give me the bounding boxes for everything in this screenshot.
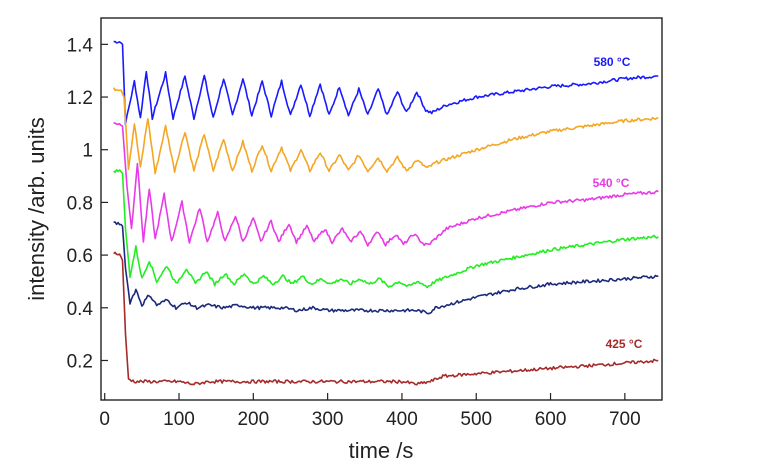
series-line	[113, 122, 659, 247]
plot-frame	[100, 17, 663, 401]
x-tick-label: 500	[460, 409, 492, 430]
series-labels: 580 °C 540 °C 425 °C	[593, 55, 643, 351]
y-tick-label: 0.2	[67, 351, 93, 372]
x-tick-label: 400	[386, 409, 418, 430]
y-tick-label: 0.4	[67, 299, 94, 320]
y-axis-title: intensity /arb. units	[24, 117, 49, 300]
series-lines	[112, 40, 659, 386]
x-axis-title: time /s	[349, 438, 414, 463]
series-line	[112, 87, 659, 175]
y-axis: 0.2 0.4 0.6 0.8 1 1.2 1.4	[67, 35, 108, 372]
series-label: 425 °C	[606, 337, 643, 351]
x-tick-label: 100	[163, 409, 195, 430]
series-line	[113, 251, 659, 386]
y-tick-label: 0.8	[67, 193, 93, 214]
series-line	[113, 40, 659, 126]
y-tick-label: 1.2	[67, 88, 93, 109]
series-label: 580 °C	[594, 55, 631, 69]
series-line	[113, 221, 659, 315]
x-tick-label: 0	[99, 409, 110, 430]
y-tick-label: 1.4	[67, 35, 94, 56]
x-tick-label: 600	[535, 409, 567, 430]
series-label: 540 °C	[593, 176, 630, 190]
x-tick-label: 300	[312, 409, 344, 430]
series-line	[113, 169, 659, 289]
y-tick-label: 1	[82, 141, 93, 162]
x-axis: 0 100 200 300 400 500 600 700	[99, 393, 641, 430]
x-tick-label: 700	[609, 409, 641, 430]
x-tick-label: 200	[237, 409, 269, 430]
y-tick-label: 0.6	[67, 246, 93, 267]
